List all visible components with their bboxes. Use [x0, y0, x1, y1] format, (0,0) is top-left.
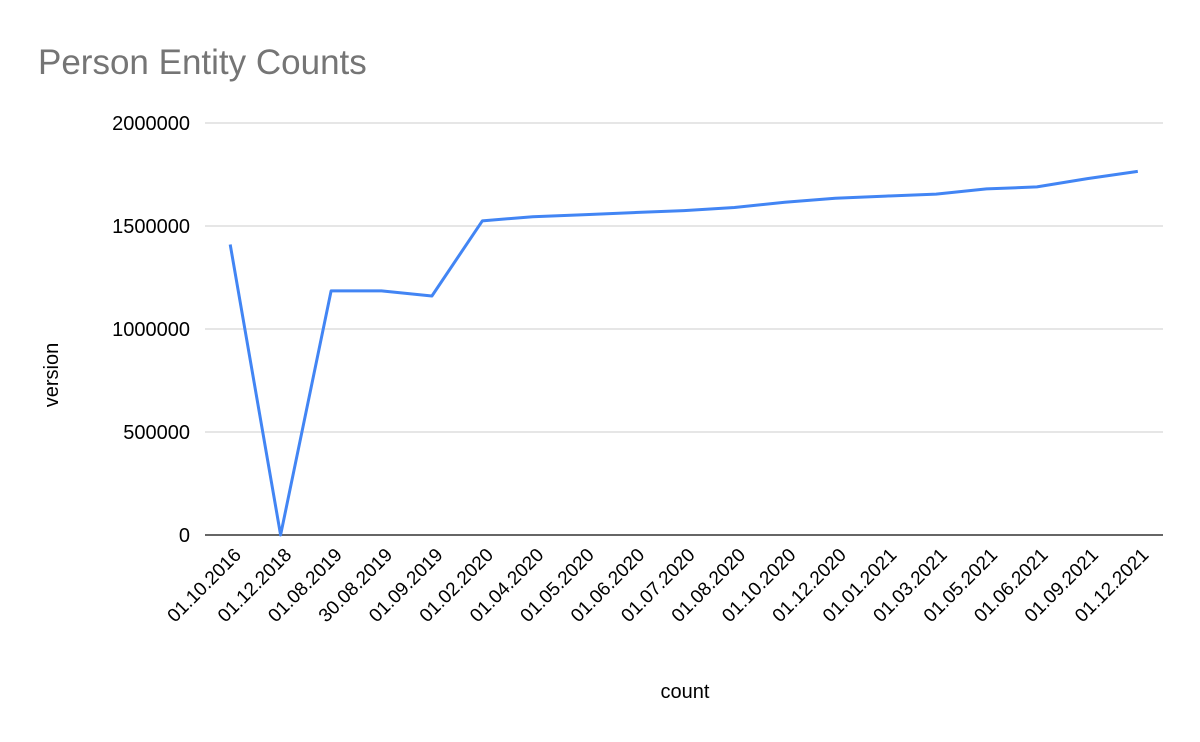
chart-title: Person Entity Counts — [38, 43, 367, 82]
y-tick-label: 1500000 — [112, 216, 190, 238]
y-axis-title: version — [41, 343, 63, 407]
y-tick-label: 500000 — [123, 422, 190, 444]
x-axis-title: count — [661, 681, 710, 703]
y-tick-label: 1000000 — [112, 319, 190, 341]
data-line — [228, 169, 1139, 537]
y-tick-label: 2000000 — [112, 113, 190, 135]
y-tick-label: 0 — [179, 525, 190, 547]
